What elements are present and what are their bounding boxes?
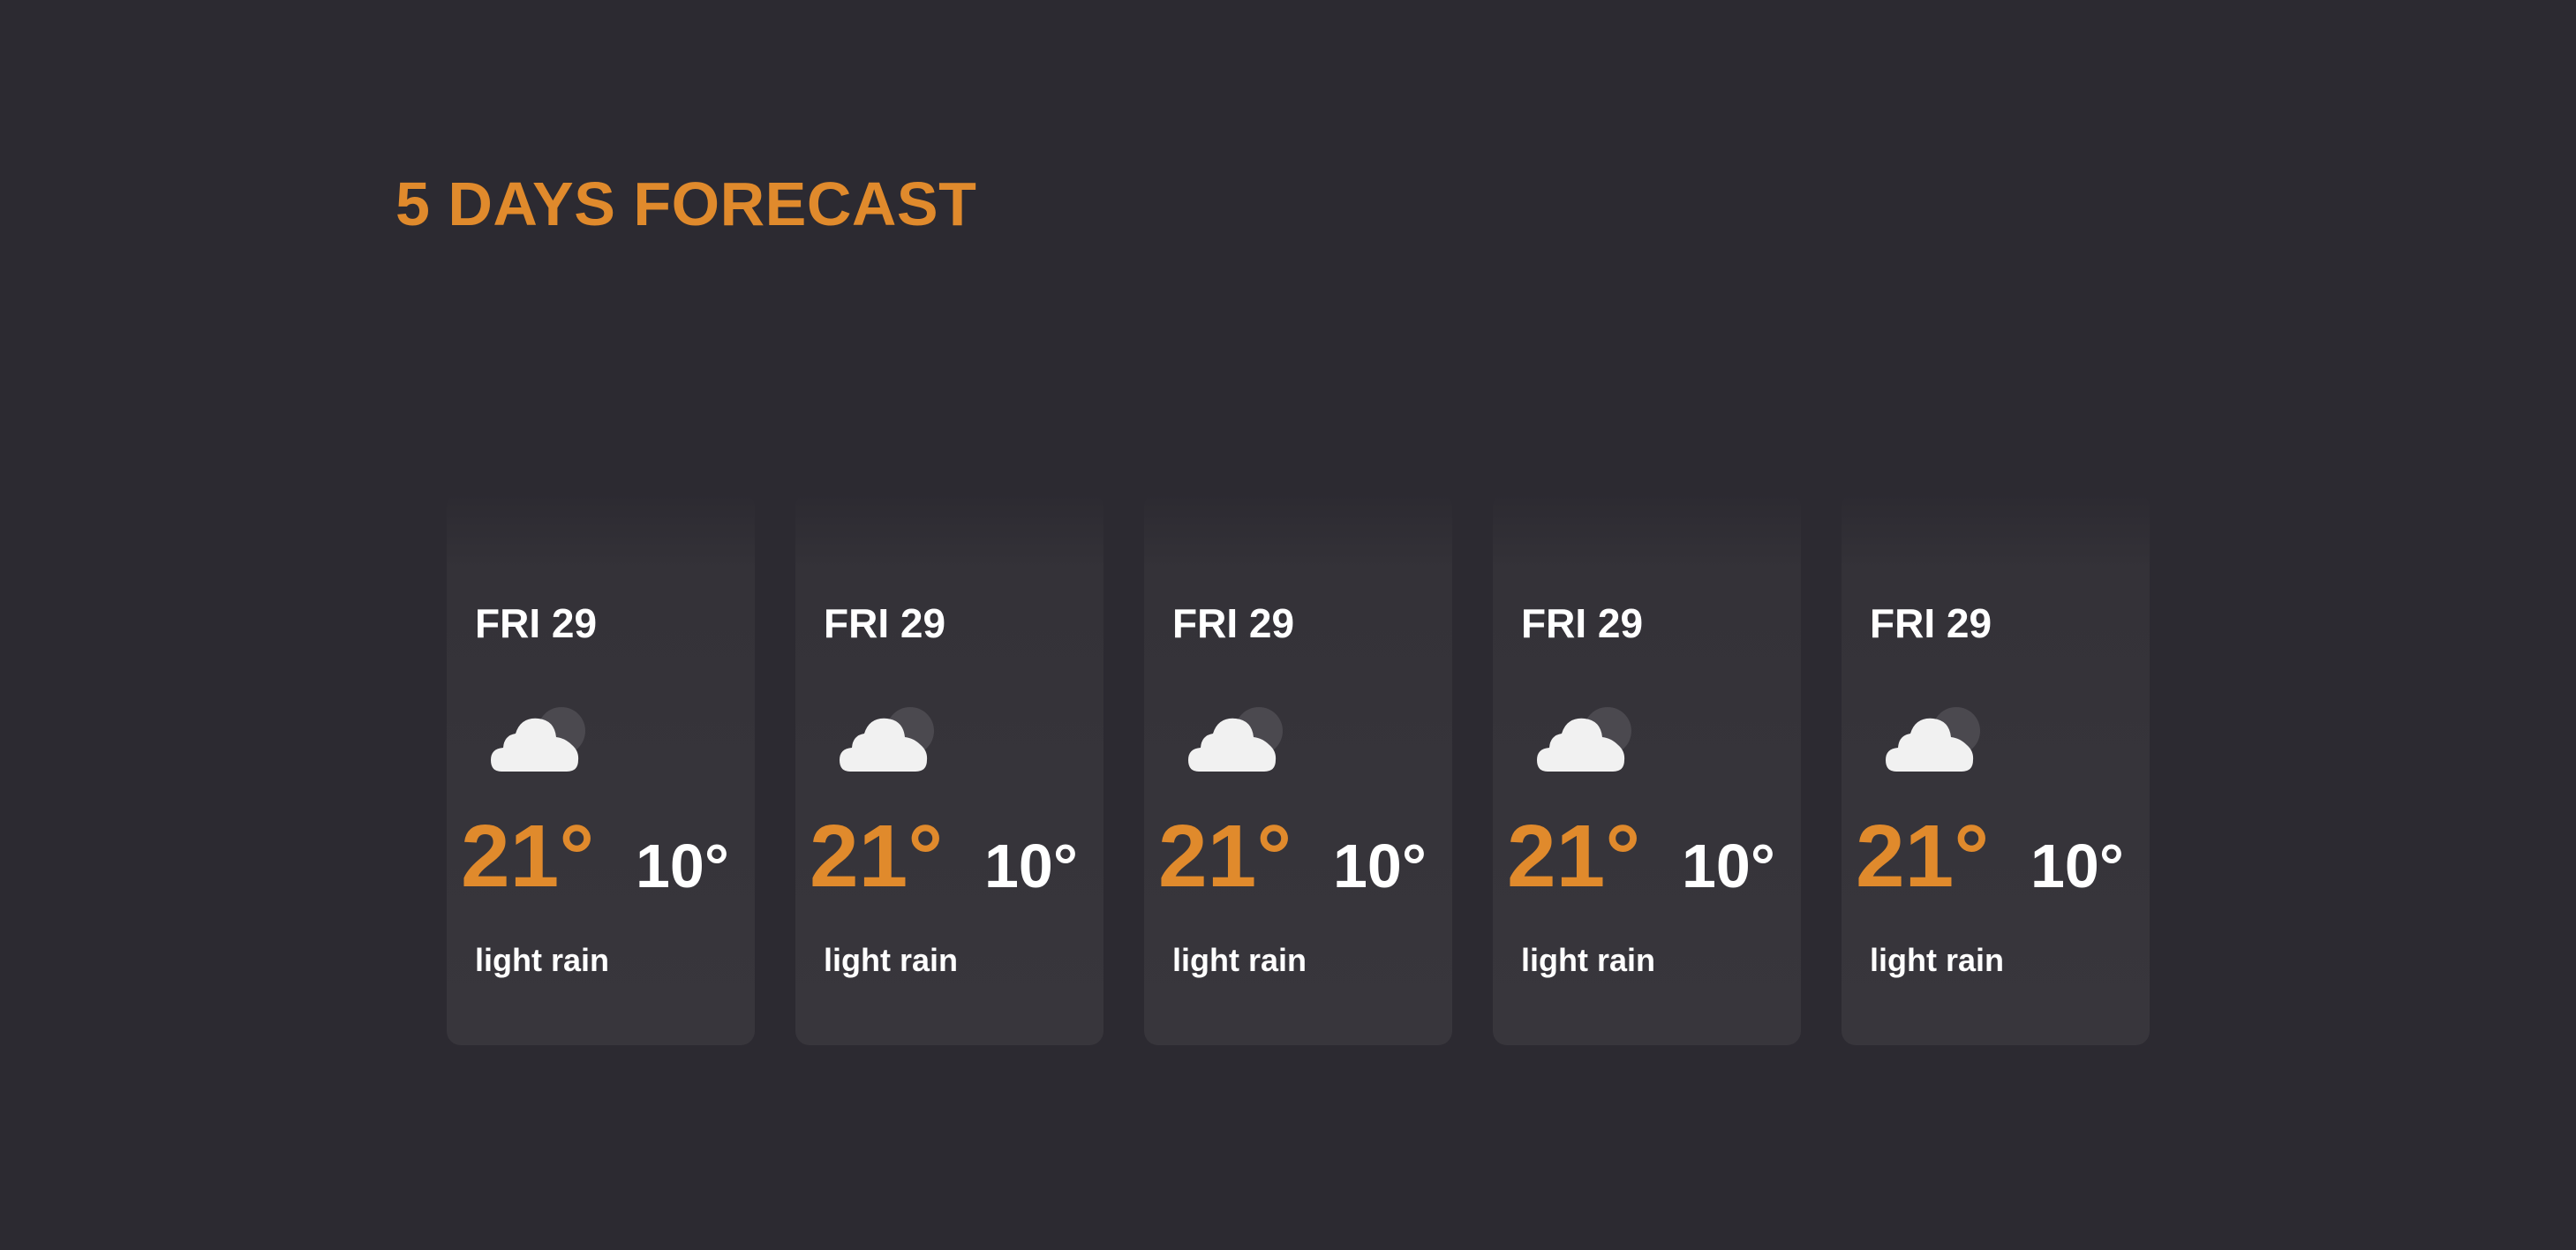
temp-low: 10° <box>1682 832 1775 900</box>
cloud-moon-icon <box>1886 707 1980 772</box>
temperatures: 21° 10° <box>461 803 743 909</box>
temp-high: 21° <box>1856 807 1990 906</box>
forecast-title: 5 DAYS FORECAST <box>395 169 977 238</box>
forecast-card[interactable]: FRI 29 21° 10° light rain <box>1842 493 2150 1045</box>
temp-high: 21° <box>1158 807 1292 906</box>
temperatures: 21° 10° <box>810 803 1092 909</box>
card-day: FRI 29 <box>1870 600 1992 646</box>
temperatures: 21° 10° <box>1856 803 2138 909</box>
forecast-card[interactable]: FRI 29 21° 10° light rain <box>795 493 1103 1045</box>
weather-description: light rain <box>1521 942 1655 978</box>
cloud-moon-icon <box>491 707 585 772</box>
temperatures: 21° 10° <box>1507 803 1789 909</box>
temp-low: 10° <box>2030 832 2124 900</box>
temp-high: 21° <box>461 807 595 906</box>
forecast-card[interactable]: FRI 29 21° 10° light rain <box>447 493 755 1045</box>
temp-low: 10° <box>1333 832 1427 900</box>
temperatures: 21° 10° <box>1158 803 1441 909</box>
temp-low: 10° <box>636 832 729 900</box>
temp-high: 21° <box>810 807 944 906</box>
forecast-cards: FRI 29 21° 10° light rain FRI 29 21° 10°… <box>447 493 2150 1045</box>
temp-low: 10° <box>984 832 1078 900</box>
card-day: FRI 29 <box>1521 600 1644 646</box>
card-day: FRI 29 <box>475 600 598 646</box>
weather-description: light rain <box>824 942 958 978</box>
cloud-moon-icon <box>1537 707 1631 772</box>
card-day: FRI 29 <box>824 600 946 646</box>
card-day: FRI 29 <box>1172 600 1295 646</box>
cloud-moon-icon <box>840 707 934 772</box>
forecast-card[interactable]: FRI 29 21° 10° light rain <box>1144 493 1452 1045</box>
cloud-moon-icon <box>1188 707 1283 772</box>
weather-description: light rain <box>475 942 609 978</box>
forecast-card[interactable]: FRI 29 21° 10° light rain <box>1493 493 1801 1045</box>
weather-description: light rain <box>1870 942 2004 978</box>
weather-description: light rain <box>1172 942 1307 978</box>
temp-high: 21° <box>1507 807 1641 906</box>
